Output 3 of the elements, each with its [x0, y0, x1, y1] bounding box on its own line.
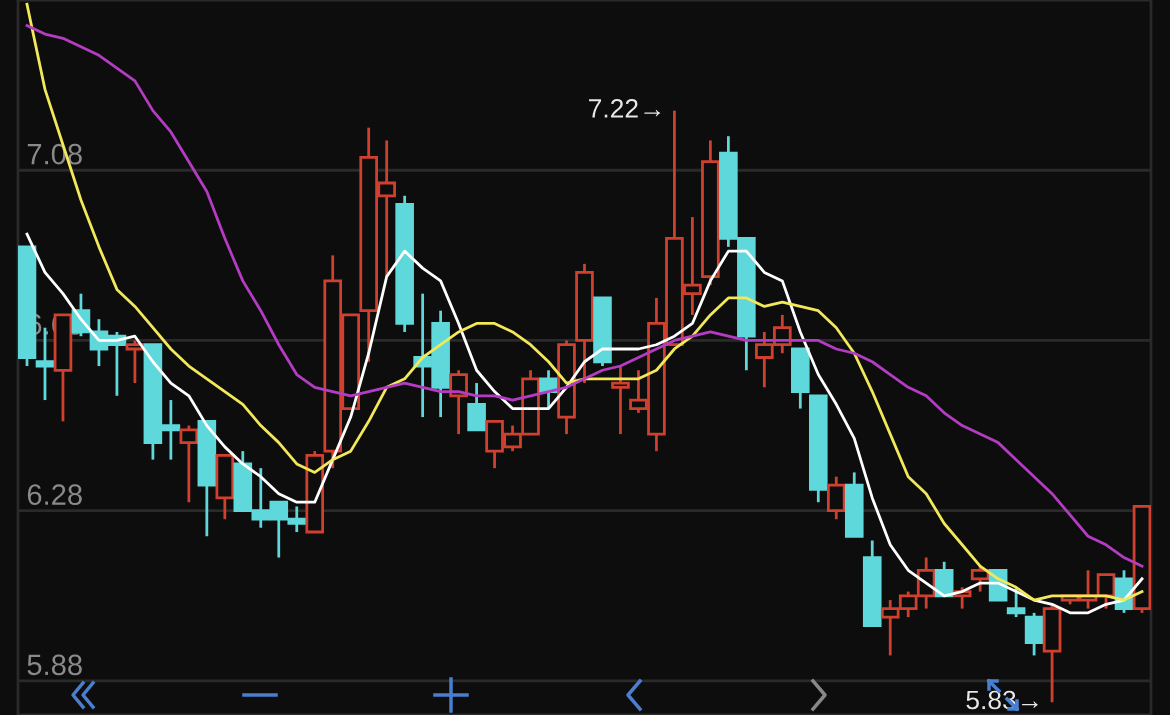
y-tick-label: 6.28 [27, 484, 82, 505]
y-tick-label: 5.88 [27, 654, 82, 676]
annotation: 7.22→ [589, 99, 661, 118]
